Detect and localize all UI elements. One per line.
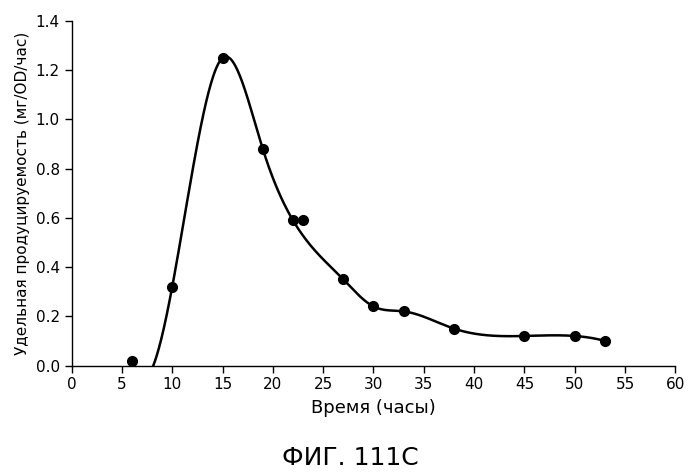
Y-axis label: Удельная продуцируемость (мг/OD/час): Удельная продуцируемость (мг/OD/час) (15, 32, 30, 355)
Text: ФИГ. 111C: ФИГ. 111C (281, 446, 419, 470)
X-axis label: Время (часы): Время (часы) (311, 399, 436, 417)
